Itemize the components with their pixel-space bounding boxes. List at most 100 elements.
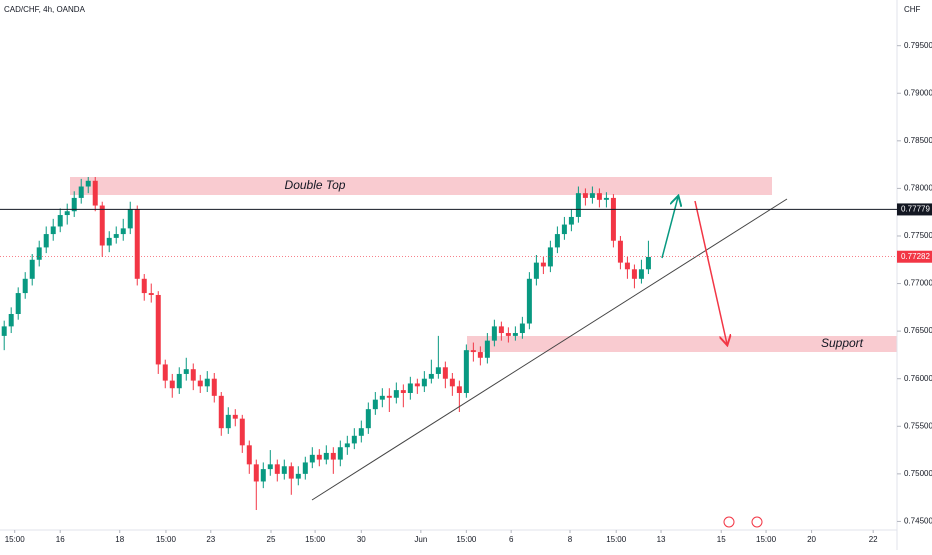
x-tick-label: 15:00 [305,535,326,544]
candle-body [50,226,56,235]
y-tick-label: 0.78500 [904,136,932,145]
candle-body [267,464,273,470]
candle-body [78,186,84,198]
x-tick-label: 8 [568,535,573,544]
candle-body [645,256,651,270]
event-icon[interactable] [751,516,763,528]
candle-body [379,395,385,400]
candle-body [218,395,224,429]
candle-body [155,294,161,365]
price-label: 0.77282 [901,252,930,261]
x-tick-label: 22 [869,535,878,544]
candle-body [568,216,574,225]
y-tick-label: 0.78000 [904,184,932,193]
candle-body [281,466,287,474]
price-label: 0.77779 [901,205,930,214]
double-top-label: Double Top [285,178,346,192]
candle-body [295,473,301,479]
candle-body [554,234,560,248]
candle-body [519,323,525,334]
candle-body [36,247,42,260]
candle-body [512,333,518,336]
support-zone [467,336,897,352]
y-tick-label: 0.79000 [904,88,932,97]
candle-body [183,369,189,374]
candle-body [92,180,98,206]
y-tick-label: 0.76000 [904,374,932,383]
candle-body [484,340,490,358]
y-tick-label: 0.75000 [904,469,932,478]
x-tick-label: 15 [717,535,726,544]
candle-body [533,262,539,279]
y-axis-label: CHF [904,5,921,14]
candle-body [113,234,119,238]
candle-body [463,350,469,393]
candle-body [624,262,630,270]
candle-body [253,464,259,482]
candle-body [491,326,497,341]
y-tick-label: 0.77500 [904,231,932,240]
candle-body [176,373,182,389]
candle-body [57,215,63,227]
candle-body [631,269,637,279]
candle-body [547,247,553,267]
candle-body [400,390,406,393]
candle-body [64,211,70,216]
x-tick-label: 15:00 [756,535,777,544]
candle-body [456,386,462,393]
x-tick-label: 20 [807,535,816,544]
candle-body [351,435,357,444]
candle-body [386,395,392,398]
candle-body [337,447,343,460]
event-icon[interactable] [723,516,735,528]
candle-body [638,269,644,279]
x-tick-label: 23 [206,535,215,544]
candle-body [477,352,483,358]
candle-body [575,193,581,217]
candle-body [141,278,147,294]
y-tick-label: 0.74500 [904,517,932,526]
x-tick-label: 15:00 [5,535,26,544]
candle-body [148,293,154,295]
candle-body [449,378,455,387]
candle-body [8,314,14,327]
candle-body [442,367,448,379]
candle-body [162,364,168,381]
candle-body [274,464,280,474]
trend-line [311,198,788,501]
candle-body [498,326,504,334]
x-tick-label: 18 [115,535,124,544]
candle-body [589,193,595,198]
candle-body [134,209,140,279]
x-tick-label: 15:00 [456,535,477,544]
candle-body [225,414,231,429]
candle-body [197,380,203,387]
candle-body [540,262,546,267]
candle-body [302,462,308,474]
y-tick-label: 0.76500 [904,326,932,335]
price-label-box [897,203,932,216]
candle-body [127,209,133,229]
y-tick-label: 0.77000 [904,279,932,288]
chart-title: CAD/CHF, 4h, OANDA [4,5,86,14]
candle-body [29,259,35,279]
candle-body [407,383,413,393]
candle-body [85,180,91,187]
double-top-zone [70,177,772,195]
candle-body [260,469,266,482]
candle-body [344,443,350,448]
candle-body [526,278,532,324]
x-tick-label: 6 [509,535,514,544]
candle-body [169,380,175,389]
candle-body [316,454,322,460]
price-label-box [897,250,932,263]
up-arrow [661,197,678,259]
y-tick-label: 0.79500 [904,41,932,50]
candle-body [211,378,217,396]
candle-body [603,197,609,200]
candle-body [22,278,28,294]
candle-body [232,414,238,419]
candle-body [120,228,126,235]
